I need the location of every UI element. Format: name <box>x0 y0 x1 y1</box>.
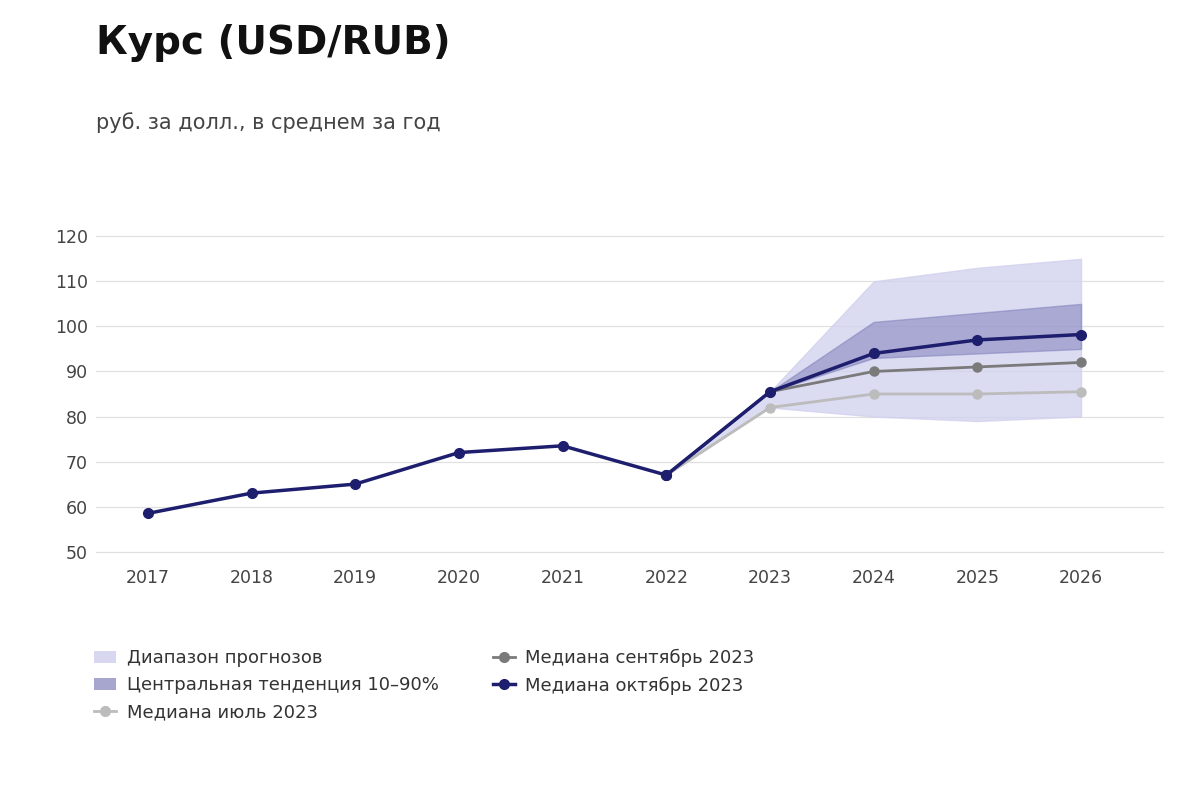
Text: Курс (USD/RUB): Курс (USD/RUB) <box>96 24 451 62</box>
Legend: Диапазон прогнозов, Центральная тенденция 10–90%, Медиана июль 2023, Медиана сен: Диапазон прогнозов, Центральная тенденци… <box>95 649 755 722</box>
Text: руб. за долл., в среднем за год: руб. за долл., в среднем за год <box>96 112 440 133</box>
